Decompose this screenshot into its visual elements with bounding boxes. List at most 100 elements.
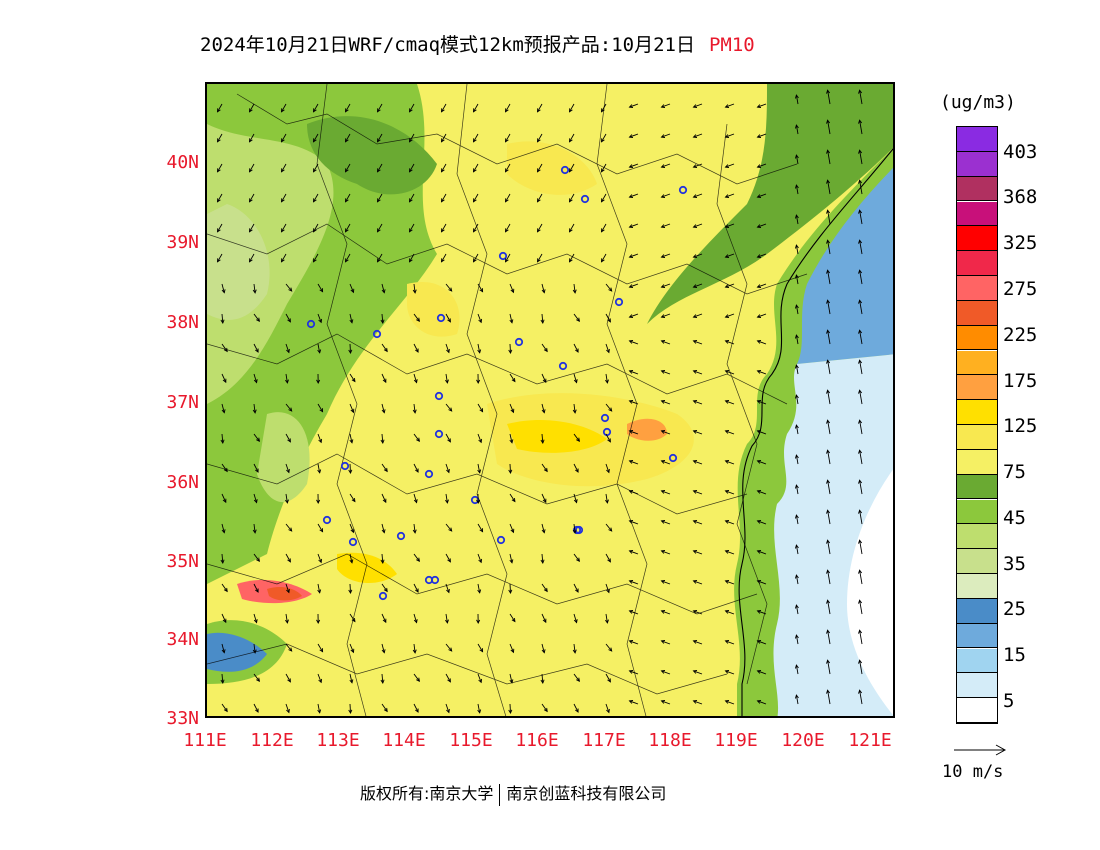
wind-reference-arrow-icon	[952, 742, 1008, 761]
wind-arrow-head	[542, 498, 547, 504]
city-marker	[378, 591, 388, 601]
wind-arrow	[349, 613, 356, 622]
wind-arrow	[249, 133, 255, 143]
wind-arrow	[859, 330, 863, 345]
wind-arrow-head	[253, 619, 258, 624]
wind-arrow-head	[286, 468, 290, 474]
wind-arrow	[221, 433, 224, 444]
wind-arrow	[725, 223, 735, 228]
wind-arrow	[253, 313, 260, 322]
wind-arrow-head	[576, 317, 580, 322]
wind-arrow-head	[692, 490, 698, 494]
wind-arrow	[381, 643, 385, 653]
wind-arrow-head	[504, 258, 509, 263]
wind-arrow	[509, 403, 514, 413]
wind-arrow	[629, 430, 639, 435]
wind-arrow-head	[660, 670, 666, 674]
legend-swatch	[957, 201, 997, 227]
wind-arrow-head	[253, 499, 258, 504]
wind-arrow	[605, 373, 608, 383]
wind-arrow-head	[858, 629, 863, 634]
wind-arrow	[253, 283, 256, 293]
wind-arrow-head	[600, 108, 605, 113]
wind-arrow-head	[628, 284, 634, 288]
wind-arrow-head	[288, 647, 293, 652]
wind-arrow-head	[220, 559, 225, 564]
wind-arrow	[509, 463, 511, 474]
wind-arrow-head	[255, 348, 259, 353]
wind-arrow	[313, 133, 319, 143]
wind-arrow	[541, 433, 544, 444]
wind-arrow-head	[216, 228, 221, 233]
wind-arrow-head	[415, 348, 419, 353]
wind-arrow	[317, 283, 323, 292]
wind-arrow	[317, 703, 321, 713]
wind-arrow	[661, 460, 671, 465]
wind-arrow	[827, 240, 831, 255]
wind-arrow-head	[576, 437, 580, 442]
wind-arrow	[317, 343, 321, 353]
wind-arrow	[249, 253, 255, 263]
wind-arrow	[859, 270, 863, 285]
wind-arrow-head	[508, 349, 513, 354]
x-tick-label: 120E	[781, 730, 825, 751]
wind-arrow	[605, 493, 608, 503]
x-tick-label: 113E	[316, 730, 360, 751]
wind-arrow-head	[350, 408, 355, 414]
wind-arrow	[377, 193, 383, 203]
wind-arrow	[661, 283, 671, 288]
wind-arrow	[795, 275, 799, 285]
wind-arrow-head	[383, 707, 388, 713]
wind-arrow	[795, 605, 799, 615]
wind-arrow	[285, 493, 288, 503]
wind-arrow	[221, 703, 228, 712]
wind-arrow	[285, 613, 288, 623]
wind-arrow-head	[216, 138, 221, 143]
pm10-concentration-field	[207, 84, 893, 716]
wind-arrow-head	[476, 619, 481, 624]
wind-arrow	[317, 523, 323, 532]
wind-arrow-head	[383, 347, 388, 353]
wind-arrow-head	[826, 149, 831, 154]
wind-arrow	[605, 343, 610, 353]
wind-arrow-head	[253, 379, 258, 384]
legend-label: 325	[1003, 232, 1038, 254]
x-tick-label: 112E	[250, 730, 294, 751]
wind-arrow-head	[794, 304, 799, 309]
wind-arrow	[349, 703, 351, 714]
wind-arrow-head	[509, 319, 514, 324]
wind-arrow	[477, 283, 483, 292]
wind-arrow-head	[287, 438, 291, 443]
wind-arrow-head	[660, 580, 666, 584]
wind-arrow-head	[285, 619, 289, 624]
city-marker	[322, 515, 332, 525]
wind-arrow-head	[255, 708, 259, 713]
wind-arrow-head	[348, 349, 353, 354]
wind-arrow	[381, 673, 384, 684]
wind-arrow-head	[794, 364, 799, 369]
wind-arrow-head	[572, 649, 577, 654]
city-marker	[340, 461, 350, 471]
city-marker	[614, 297, 624, 307]
wind-arrow-head	[573, 619, 578, 624]
wind-arrow	[757, 550, 767, 555]
wind-arrow	[661, 223, 671, 228]
wind-arrow	[285, 403, 293, 412]
wind-arrow-head	[692, 104, 698, 108]
wind-arrow	[859, 570, 863, 585]
wind-arrow-head	[412, 289, 417, 294]
wind-arrow	[445, 343, 450, 353]
wind-arrow-head	[858, 209, 863, 214]
city-marker	[558, 361, 568, 371]
wind-arrow	[509, 343, 511, 354]
wind-arrow	[725, 520, 735, 525]
wind-arrow-head	[448, 527, 453, 532]
wind-arrow-head	[448, 407, 453, 412]
wind-arrow	[505, 193, 511, 203]
wind-arrow-head	[477, 589, 482, 594]
wind-arrow	[253, 373, 258, 383]
wind-arrow-head	[476, 379, 481, 384]
wind-arrow-head	[350, 288, 355, 294]
credit-right: 南京创蓝科技有限公司	[506, 784, 667, 803]
wind-arrow-head	[413, 499, 418, 504]
